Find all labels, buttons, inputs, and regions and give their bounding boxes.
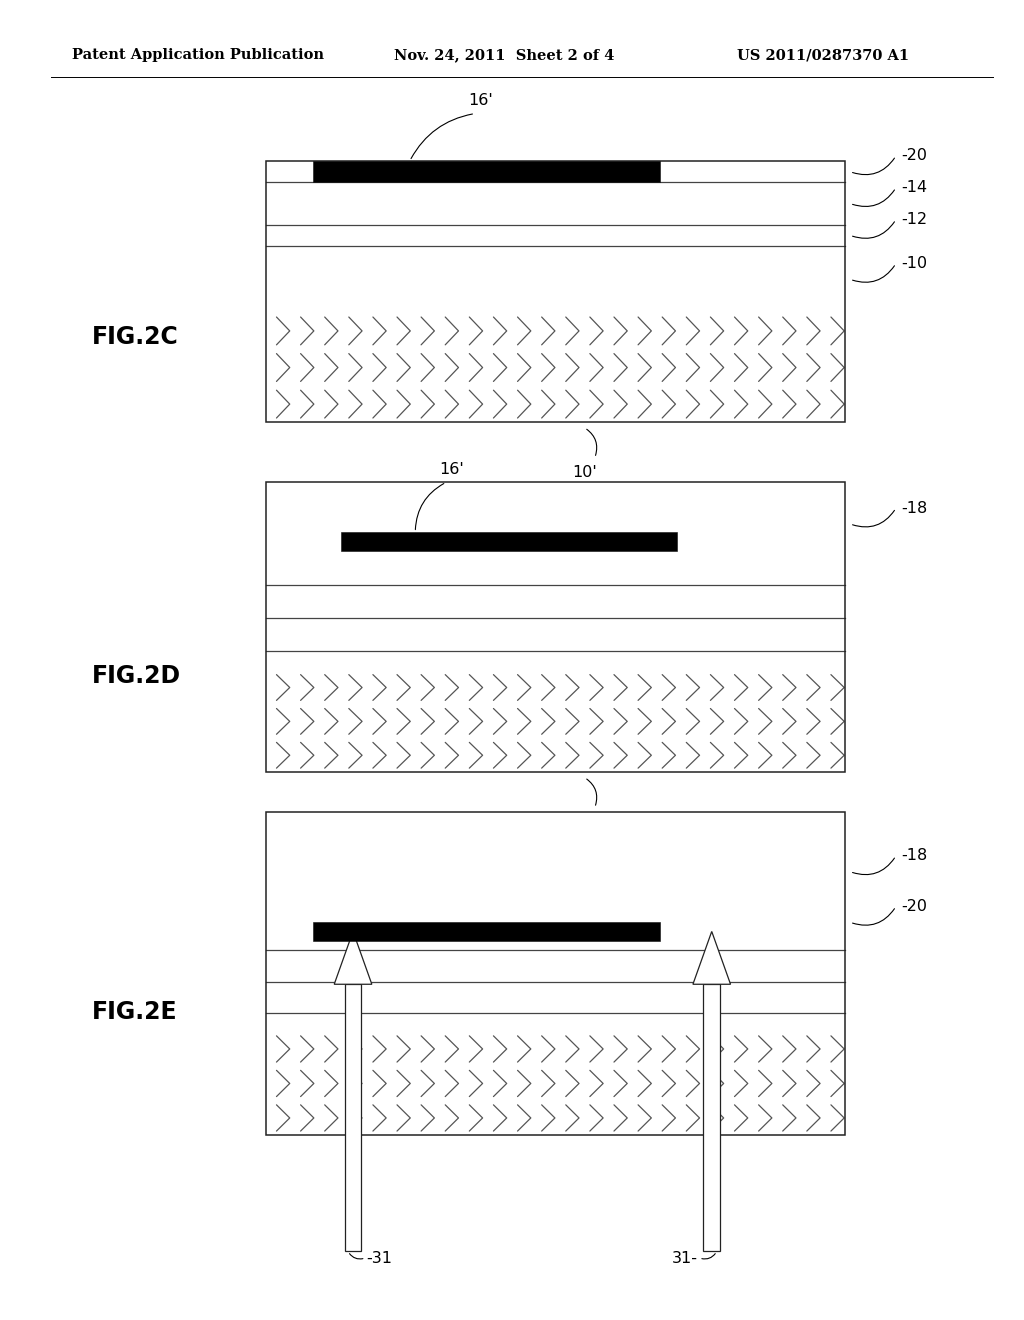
Text: Patent Application Publication: Patent Application Publication <box>72 49 324 62</box>
Text: Nov. 24, 2011  Sheet 2 of 4: Nov. 24, 2011 Sheet 2 of 4 <box>394 49 614 62</box>
Bar <box>344 985 361 1251</box>
Text: -18: -18 <box>901 500 928 516</box>
Text: -31: -31 <box>367 1251 392 1266</box>
Text: US 2011/0287370 A1: US 2011/0287370 A1 <box>737 49 909 62</box>
Text: -14: -14 <box>901 180 928 195</box>
Text: 10': 10' <box>572 814 597 829</box>
Bar <box>312 161 659 182</box>
Text: 31-: 31- <box>672 1251 698 1266</box>
Text: FIG.2E: FIG.2E <box>92 1001 178 1024</box>
Text: 16': 16' <box>439 462 464 477</box>
Text: -18: -18 <box>901 849 928 863</box>
Bar <box>266 482 845 772</box>
Text: FIG.2D: FIG.2D <box>92 664 181 688</box>
Bar <box>703 985 720 1251</box>
Text: 16': 16' <box>468 94 493 108</box>
Bar <box>266 812 845 1135</box>
Text: FIG.2C: FIG.2C <box>92 325 179 348</box>
Text: -12: -12 <box>901 213 928 227</box>
Bar <box>312 923 659 941</box>
Bar <box>341 532 677 550</box>
Text: -20: -20 <box>901 148 927 164</box>
Polygon shape <box>693 932 730 985</box>
Bar <box>266 566 845 671</box>
Text: -20: -20 <box>901 899 927 913</box>
Polygon shape <box>334 932 372 985</box>
Bar <box>266 482 845 566</box>
Bar <box>266 812 845 932</box>
Bar <box>266 161 845 313</box>
Bar <box>266 1032 845 1135</box>
Bar <box>266 671 845 772</box>
Bar <box>266 313 845 422</box>
Bar <box>266 161 845 422</box>
Text: 10': 10' <box>572 465 597 479</box>
Bar <box>266 932 845 1032</box>
Text: -10: -10 <box>901 256 928 271</box>
